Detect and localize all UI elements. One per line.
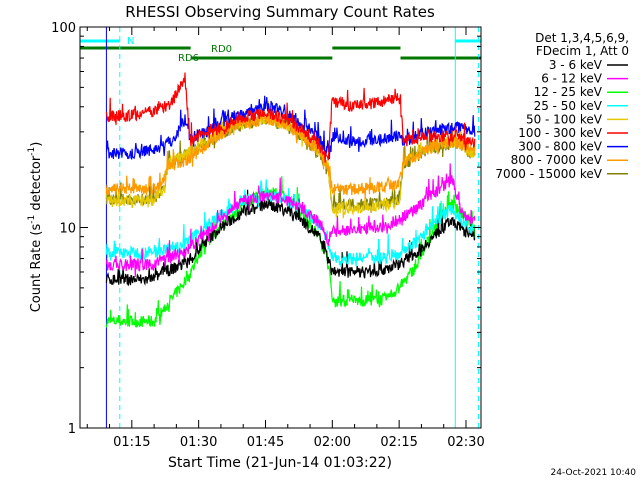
series-lines <box>105 72 476 328</box>
y-axis-label: Count Rate (s-1 detector-1) <box>27 142 44 313</box>
legend-label-6: 300 - 800 keV <box>518 140 602 154</box>
x-tick-label-2: 01:45 <box>247 435 284 450</box>
legend-header-line-2: FDecim 1, Att 0 <box>536 44 629 58</box>
legend-label-7: 800 - 7000 keV <box>511 153 603 167</box>
legend-label-5: 100 - 300 keV <box>518 126 602 140</box>
status-label-n: N <box>127 36 134 47</box>
y-axis-label-mid: detector <box>29 155 44 215</box>
legend-label-4: 50 - 100 keV <box>526 112 603 126</box>
series-line-6 <box>105 95 476 161</box>
x-tick-label-4: 02:15 <box>380 435 417 450</box>
legend-header-line-1: Det 1,3,4,5,6,9, <box>535 31 629 45</box>
status-label-rd6: RD6 <box>178 53 199 64</box>
x-axis-ticks: 01:15 01:30 01:45 02:00 02:15 02:30 <box>86 27 485 450</box>
series-line-3 <box>105 179 476 267</box>
legend: Det 1,3,4,5,6,9, FDecim 1, Att 0 3 - 6 k… <box>495 31 629 181</box>
x-tick-label-0: 01:15 <box>113 435 150 450</box>
series-line-7 <box>105 109 476 199</box>
chart-title: RHESSI Observing Summary Count Rates <box>125 3 435 21</box>
legend-label-8: 7000 - 15000 keV <box>495 167 602 181</box>
legend-label-1: 6 - 12 keV <box>541 72 603 86</box>
y-tick-label-0: 1 <box>68 422 76 437</box>
status-label-rd0: RD0 <box>211 44 232 55</box>
x-axis-label: Start Time (21-Jun-14 01:03:22) <box>168 455 392 471</box>
y-axis-ticks: 1 10 100 <box>51 21 481 437</box>
status-bars: N RD0 RD6 <box>80 36 481 64</box>
y-tick-label-1: 10 <box>59 222 76 237</box>
legend-label-3: 25 - 50 keV <box>534 99 603 113</box>
y-axis-label-end: ) <box>29 142 44 147</box>
y-axis-label-sup1: -1 <box>27 215 37 224</box>
plot-frame <box>79 26 482 429</box>
series-line-5 <box>105 72 476 163</box>
y-axis-label-sup2: -1 <box>27 147 37 156</box>
vertical-markers <box>105 27 479 428</box>
legend-label-2: 12 - 25 keV <box>534 85 603 99</box>
y-tick-label-2: 100 <box>51 21 76 36</box>
x-tick-label-5: 02:30 <box>447 435 484 450</box>
x-tick-label-1: 01:30 <box>180 435 217 450</box>
series-line-0 <box>105 189 476 286</box>
plot-area: N RD0 RD6 <box>80 27 481 428</box>
legend-label-0: 3 - 6 keV <box>549 58 603 72</box>
x-tick-label-3: 02:00 <box>314 435 351 450</box>
series-line-1 <box>105 163 476 278</box>
footer-timestamp: 24-Oct-2021 10:40 <box>551 468 637 478</box>
y-axis-label-main: Count Rate (s <box>29 224 44 313</box>
